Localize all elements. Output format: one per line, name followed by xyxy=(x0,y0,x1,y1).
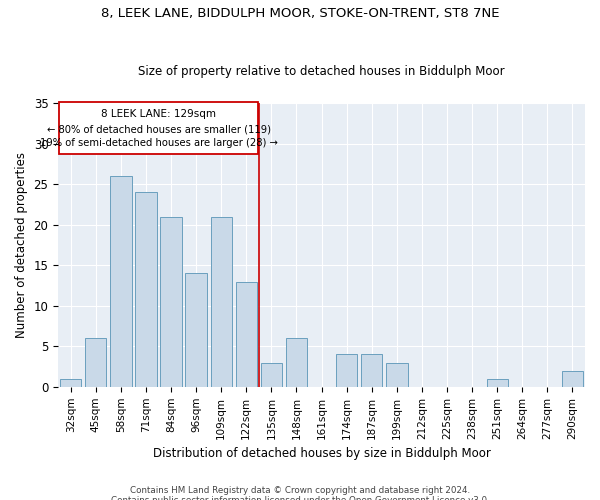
X-axis label: Distribution of detached houses by size in Biddulph Moor: Distribution of detached houses by size … xyxy=(152,447,491,460)
Bar xyxy=(386,362,407,387)
Bar xyxy=(361,354,382,387)
Bar xyxy=(487,378,508,387)
Bar xyxy=(60,378,82,387)
Bar xyxy=(261,362,282,387)
Bar xyxy=(211,216,232,387)
Text: 19% of semi-detached houses are larger (28) →: 19% of semi-detached houses are larger (… xyxy=(40,138,277,148)
Text: Contains HM Land Registry data © Crown copyright and database right 2024.: Contains HM Land Registry data © Crown c… xyxy=(130,486,470,495)
Bar xyxy=(160,216,182,387)
Bar xyxy=(562,370,583,387)
Title: Size of property relative to detached houses in Biddulph Moor: Size of property relative to detached ho… xyxy=(138,66,505,78)
Text: 8, LEEK LANE, BIDDULPH MOOR, STOKE-ON-TRENT, ST8 7NE: 8, LEEK LANE, BIDDULPH MOOR, STOKE-ON-TR… xyxy=(101,8,499,20)
Bar xyxy=(110,176,131,387)
Bar xyxy=(236,282,257,387)
Bar xyxy=(85,338,106,387)
Bar xyxy=(286,338,307,387)
Y-axis label: Number of detached properties: Number of detached properties xyxy=(15,152,28,338)
Text: Contains public sector information licensed under the Open Government Licence v3: Contains public sector information licen… xyxy=(110,496,490,500)
Bar xyxy=(336,354,358,387)
Text: ← 80% of detached houses are smaller (119): ← 80% of detached houses are smaller (11… xyxy=(47,124,271,134)
Bar xyxy=(135,192,157,387)
Bar xyxy=(59,102,257,154)
Text: 8 LEEK LANE: 129sqm: 8 LEEK LANE: 129sqm xyxy=(101,109,216,119)
Bar xyxy=(185,274,207,387)
